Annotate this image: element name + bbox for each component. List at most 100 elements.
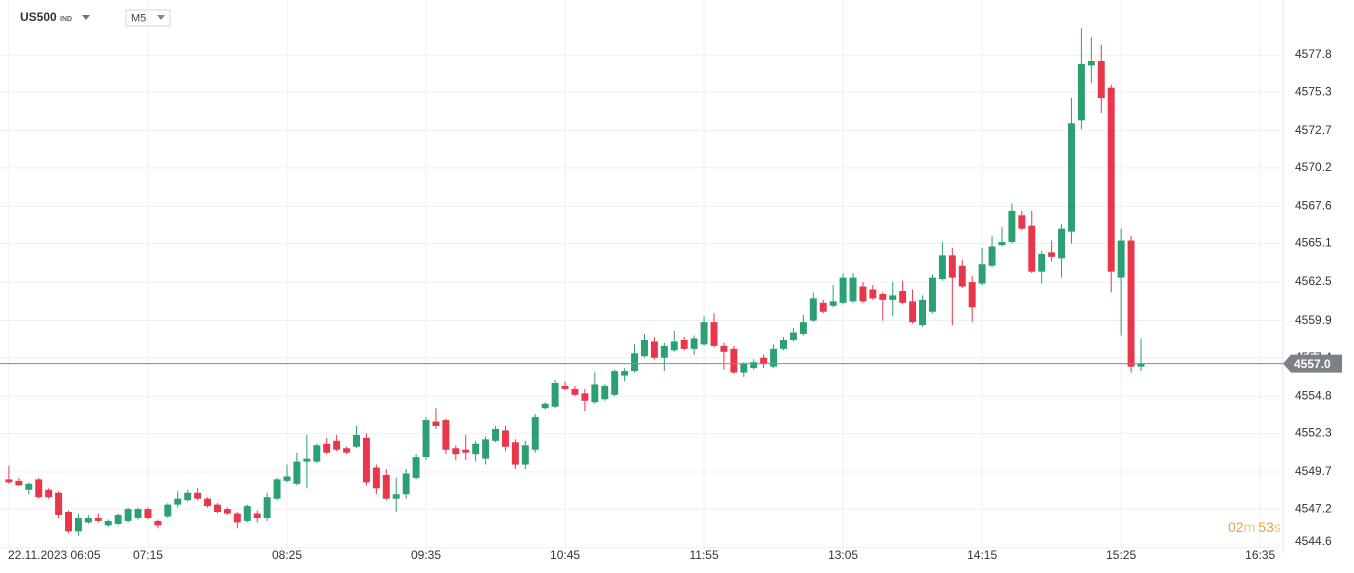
candle-body — [621, 371, 629, 376]
candles — [0, 28, 1283, 536]
y-tick-label: 4549.7 — [1295, 464, 1332, 478]
candle-body — [114, 515, 122, 524]
candle-body — [1117, 240, 1125, 278]
y-tick-label: 4565.1 — [1295, 236, 1332, 250]
candle-body — [889, 295, 897, 300]
y-tick-label: 4570.2 — [1295, 160, 1332, 174]
candle-body — [84, 517, 92, 523]
candle-body — [1127, 240, 1135, 367]
candle-body — [213, 504, 221, 513]
countdown: 02m 53s — [1228, 519, 1281, 535]
candle-body — [948, 255, 956, 278]
candle-body — [1008, 210, 1016, 243]
candle-body — [760, 357, 768, 364]
candle-body — [422, 420, 430, 458]
candle-body — [144, 509, 152, 518]
candle-body — [1068, 123, 1075, 232]
candle-body — [740, 363, 748, 373]
y-tick-label: 4544.6 — [1295, 534, 1332, 548]
y-tick-label: 4562.5 — [1295, 274, 1332, 288]
y-tick-label: 4577.8 — [1295, 47, 1332, 61]
candle-body — [94, 517, 102, 521]
y-tick-label: 4547.2 — [1295, 501, 1332, 515]
candle-body — [184, 492, 192, 501]
candle-body — [869, 289, 877, 299]
countdown-seconds: 53 — [1258, 519, 1274, 535]
candle-body — [333, 440, 341, 450]
candle-body — [601, 385, 609, 400]
candle-body — [65, 512, 72, 532]
candle-body — [482, 439, 490, 459]
candle-body — [561, 385, 569, 389]
y-tick-label: 4554.8 — [1295, 388, 1332, 402]
candle-body — [223, 509, 231, 514]
candle-body — [1038, 253, 1046, 272]
candle-body — [452, 448, 460, 455]
candle-body — [928, 277, 936, 312]
candle-body — [710, 322, 718, 346]
x-tick-label: 09:35 — [411, 548, 441, 562]
y-tick-label: 4575.3 — [1295, 84, 1332, 98]
candle-body — [879, 293, 887, 300]
candle-body — [859, 286, 867, 302]
candle-body — [809, 298, 817, 321]
candle-body — [462, 449, 470, 453]
candle-body — [1018, 215, 1026, 229]
candle-body — [1048, 252, 1056, 257]
countdown-minutes: 02 — [1228, 519, 1244, 535]
candle-body — [680, 339, 688, 349]
candle-body — [412, 457, 420, 478]
candle-body — [839, 277, 847, 303]
candle-body — [789, 332, 797, 340]
symbol-dropdown[interactable] — [82, 15, 90, 20]
candle-body — [402, 473, 410, 495]
candle-body — [1087, 60, 1095, 66]
candle-body — [343, 448, 351, 453]
candle-body — [124, 509, 132, 521]
candle-body — [730, 348, 738, 373]
x-tick-label: 15:25 — [1106, 548, 1136, 562]
candle-body — [1028, 225, 1036, 272]
candle-body — [521, 445, 529, 465]
x-tick-label: 22.11.2023 06:05 — [8, 548, 101, 562]
timeframe[interactable]: M5 — [131, 12, 146, 24]
candle-body — [1077, 63, 1085, 121]
candle-body — [323, 443, 331, 453]
x-tick-label: 14:15 — [967, 548, 997, 562]
candle-body — [5, 479, 13, 483]
candle-body — [353, 434, 360, 447]
candle-body — [899, 290, 907, 303]
candle-body — [303, 458, 311, 462]
candle-body — [442, 420, 450, 450]
symbol[interactable]: US500 — [20, 10, 57, 24]
candle-body — [74, 517, 82, 532]
candle-body — [472, 443, 480, 455]
candle-body — [690, 338, 698, 349]
candle-body — [1137, 363, 1145, 367]
candle-body — [35, 479, 43, 498]
x-tick-label: 10:45 — [550, 548, 580, 562]
candle-body — [988, 246, 996, 266]
x-tick-label: 16:35 — [1245, 548, 1275, 562]
countdown-minutes-unit: m — [1244, 519, 1256, 535]
candle-body — [511, 442, 519, 465]
candle-body — [45, 489, 53, 498]
candle-body — [174, 498, 182, 505]
y-tick-label: 4567.6 — [1295, 199, 1332, 213]
timeframe-dropdown[interactable] — [157, 15, 165, 20]
grid — [0, 0, 1284, 553]
candle-body — [194, 492, 202, 499]
axis-labels: 4544.64547.24549.74552.34554.84557.44559… — [8, 47, 1342, 562]
candle-body — [938, 255, 946, 280]
candle-body — [164, 504, 172, 517]
candle-body — [670, 341, 678, 351]
candle-body — [104, 520, 112, 526]
countdown-seconds-unit: s — [1274, 519, 1281, 535]
candle-body — [909, 301, 917, 323]
candle-body — [492, 428, 499, 441]
candle-body — [799, 322, 807, 334]
candle-body — [919, 299, 927, 326]
candle-body — [958, 265, 966, 287]
candle-body — [978, 264, 986, 284]
